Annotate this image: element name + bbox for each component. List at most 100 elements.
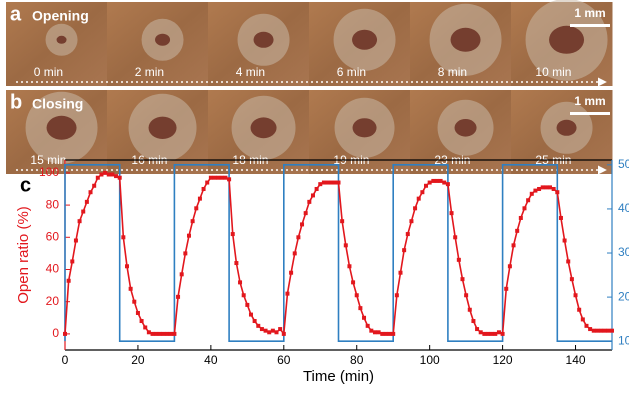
panel-label: b [10, 91, 22, 113]
hole [253, 31, 274, 48]
data-point [413, 206, 418, 211]
data-point [73, 238, 78, 243]
data-point [263, 328, 268, 333]
data-point [99, 172, 104, 177]
data-point [471, 319, 476, 324]
data-point [128, 286, 133, 291]
data-point [424, 183, 429, 188]
data-point [467, 307, 472, 312]
data-point [157, 331, 162, 336]
data-point [84, 199, 89, 204]
scale-label: 1 mm [574, 94, 605, 108]
data-point [456, 257, 461, 262]
data-point [372, 330, 377, 335]
y-tick-label: 80 [46, 197, 60, 211]
data-point [453, 235, 458, 240]
photo-panels: 0 min 2 min 4 min 6 min 8 min 10 min a Opening 1… [6, 0, 613, 175]
data-point [66, 278, 71, 283]
y2-tick-label: 30 [618, 245, 629, 259]
data-point [106, 172, 111, 177]
data-point [599, 328, 604, 333]
y2-tick-label: 20 [618, 289, 629, 303]
data-point [398, 270, 403, 275]
data-point [533, 188, 538, 193]
y-tick-label: 20 [46, 294, 60, 308]
y2-tick-label: 40 [618, 201, 629, 215]
panel-title: Opening [32, 8, 89, 24]
panel-label: a [10, 3, 22, 25]
y2-tick-label: 50 [618, 157, 629, 171]
data-point [602, 328, 607, 333]
data-point [321, 180, 326, 185]
data-point [486, 331, 491, 336]
data-point [573, 293, 578, 298]
data-point [577, 307, 582, 312]
data-point [117, 175, 122, 180]
x-tick-label: 80 [350, 353, 364, 367]
data-point [81, 209, 86, 214]
series-line [64, 164, 612, 342]
chart: c 0 20 40 60 80 100 120 140 0 20 40 60 80 100 10 20 30 40 5… [15, 157, 629, 385]
data-point [427, 180, 432, 185]
time-label: 8 min [438, 65, 467, 79]
data-point [307, 199, 312, 204]
data-point [161, 331, 166, 336]
data-point [336, 180, 341, 185]
data-point [197, 196, 202, 201]
data-point [445, 182, 450, 187]
data-point [259, 327, 264, 332]
data-point [77, 219, 82, 224]
data-point [551, 186, 556, 191]
data-point [227, 177, 232, 182]
data-point [343, 243, 348, 248]
data-point [114, 174, 119, 179]
data-point [464, 293, 469, 298]
data-point [121, 235, 126, 240]
data-point [438, 178, 443, 183]
time-label: 0 min [34, 65, 63, 79]
data-point [139, 319, 144, 324]
data-point [205, 180, 210, 185]
data-point [70, 259, 75, 264]
data-point [300, 222, 305, 227]
data-point [416, 196, 421, 201]
scale-label: 1 mm [574, 6, 605, 20]
time-label: 6 min [337, 65, 366, 79]
data-point [256, 323, 261, 328]
data-point [285, 291, 290, 296]
data-point [88, 190, 93, 195]
data-point [146, 330, 151, 335]
data-point [135, 310, 140, 315]
data-point [544, 185, 549, 190]
data-point [278, 327, 283, 332]
data-point [515, 228, 520, 233]
hole [450, 27, 481, 52]
data-point [124, 264, 129, 269]
data-point [245, 302, 250, 307]
data-point [529, 191, 534, 196]
data-point [332, 180, 337, 185]
hole [549, 25, 585, 54]
data-point [562, 238, 567, 243]
time-label: 10 min [535, 65, 571, 79]
data-point [252, 319, 257, 324]
data-point [584, 323, 589, 328]
data-point [274, 330, 279, 335]
data-point [281, 331, 286, 336]
data-point [504, 286, 509, 291]
data-point [241, 293, 246, 298]
x-axis-label: Time (min) [303, 368, 374, 385]
data-point [212, 175, 217, 180]
data-point [219, 175, 224, 180]
data-point [143, 325, 148, 330]
data-point [522, 206, 527, 211]
data-point [270, 328, 275, 333]
data-point [588, 327, 593, 332]
time-label: 2 min [135, 65, 164, 79]
data-point [183, 251, 188, 256]
data-point [92, 183, 97, 188]
data-point [190, 219, 195, 224]
data-point [548, 185, 553, 190]
y-axis-label: Open ratio (%) [15, 206, 32, 304]
data-point [442, 180, 447, 185]
